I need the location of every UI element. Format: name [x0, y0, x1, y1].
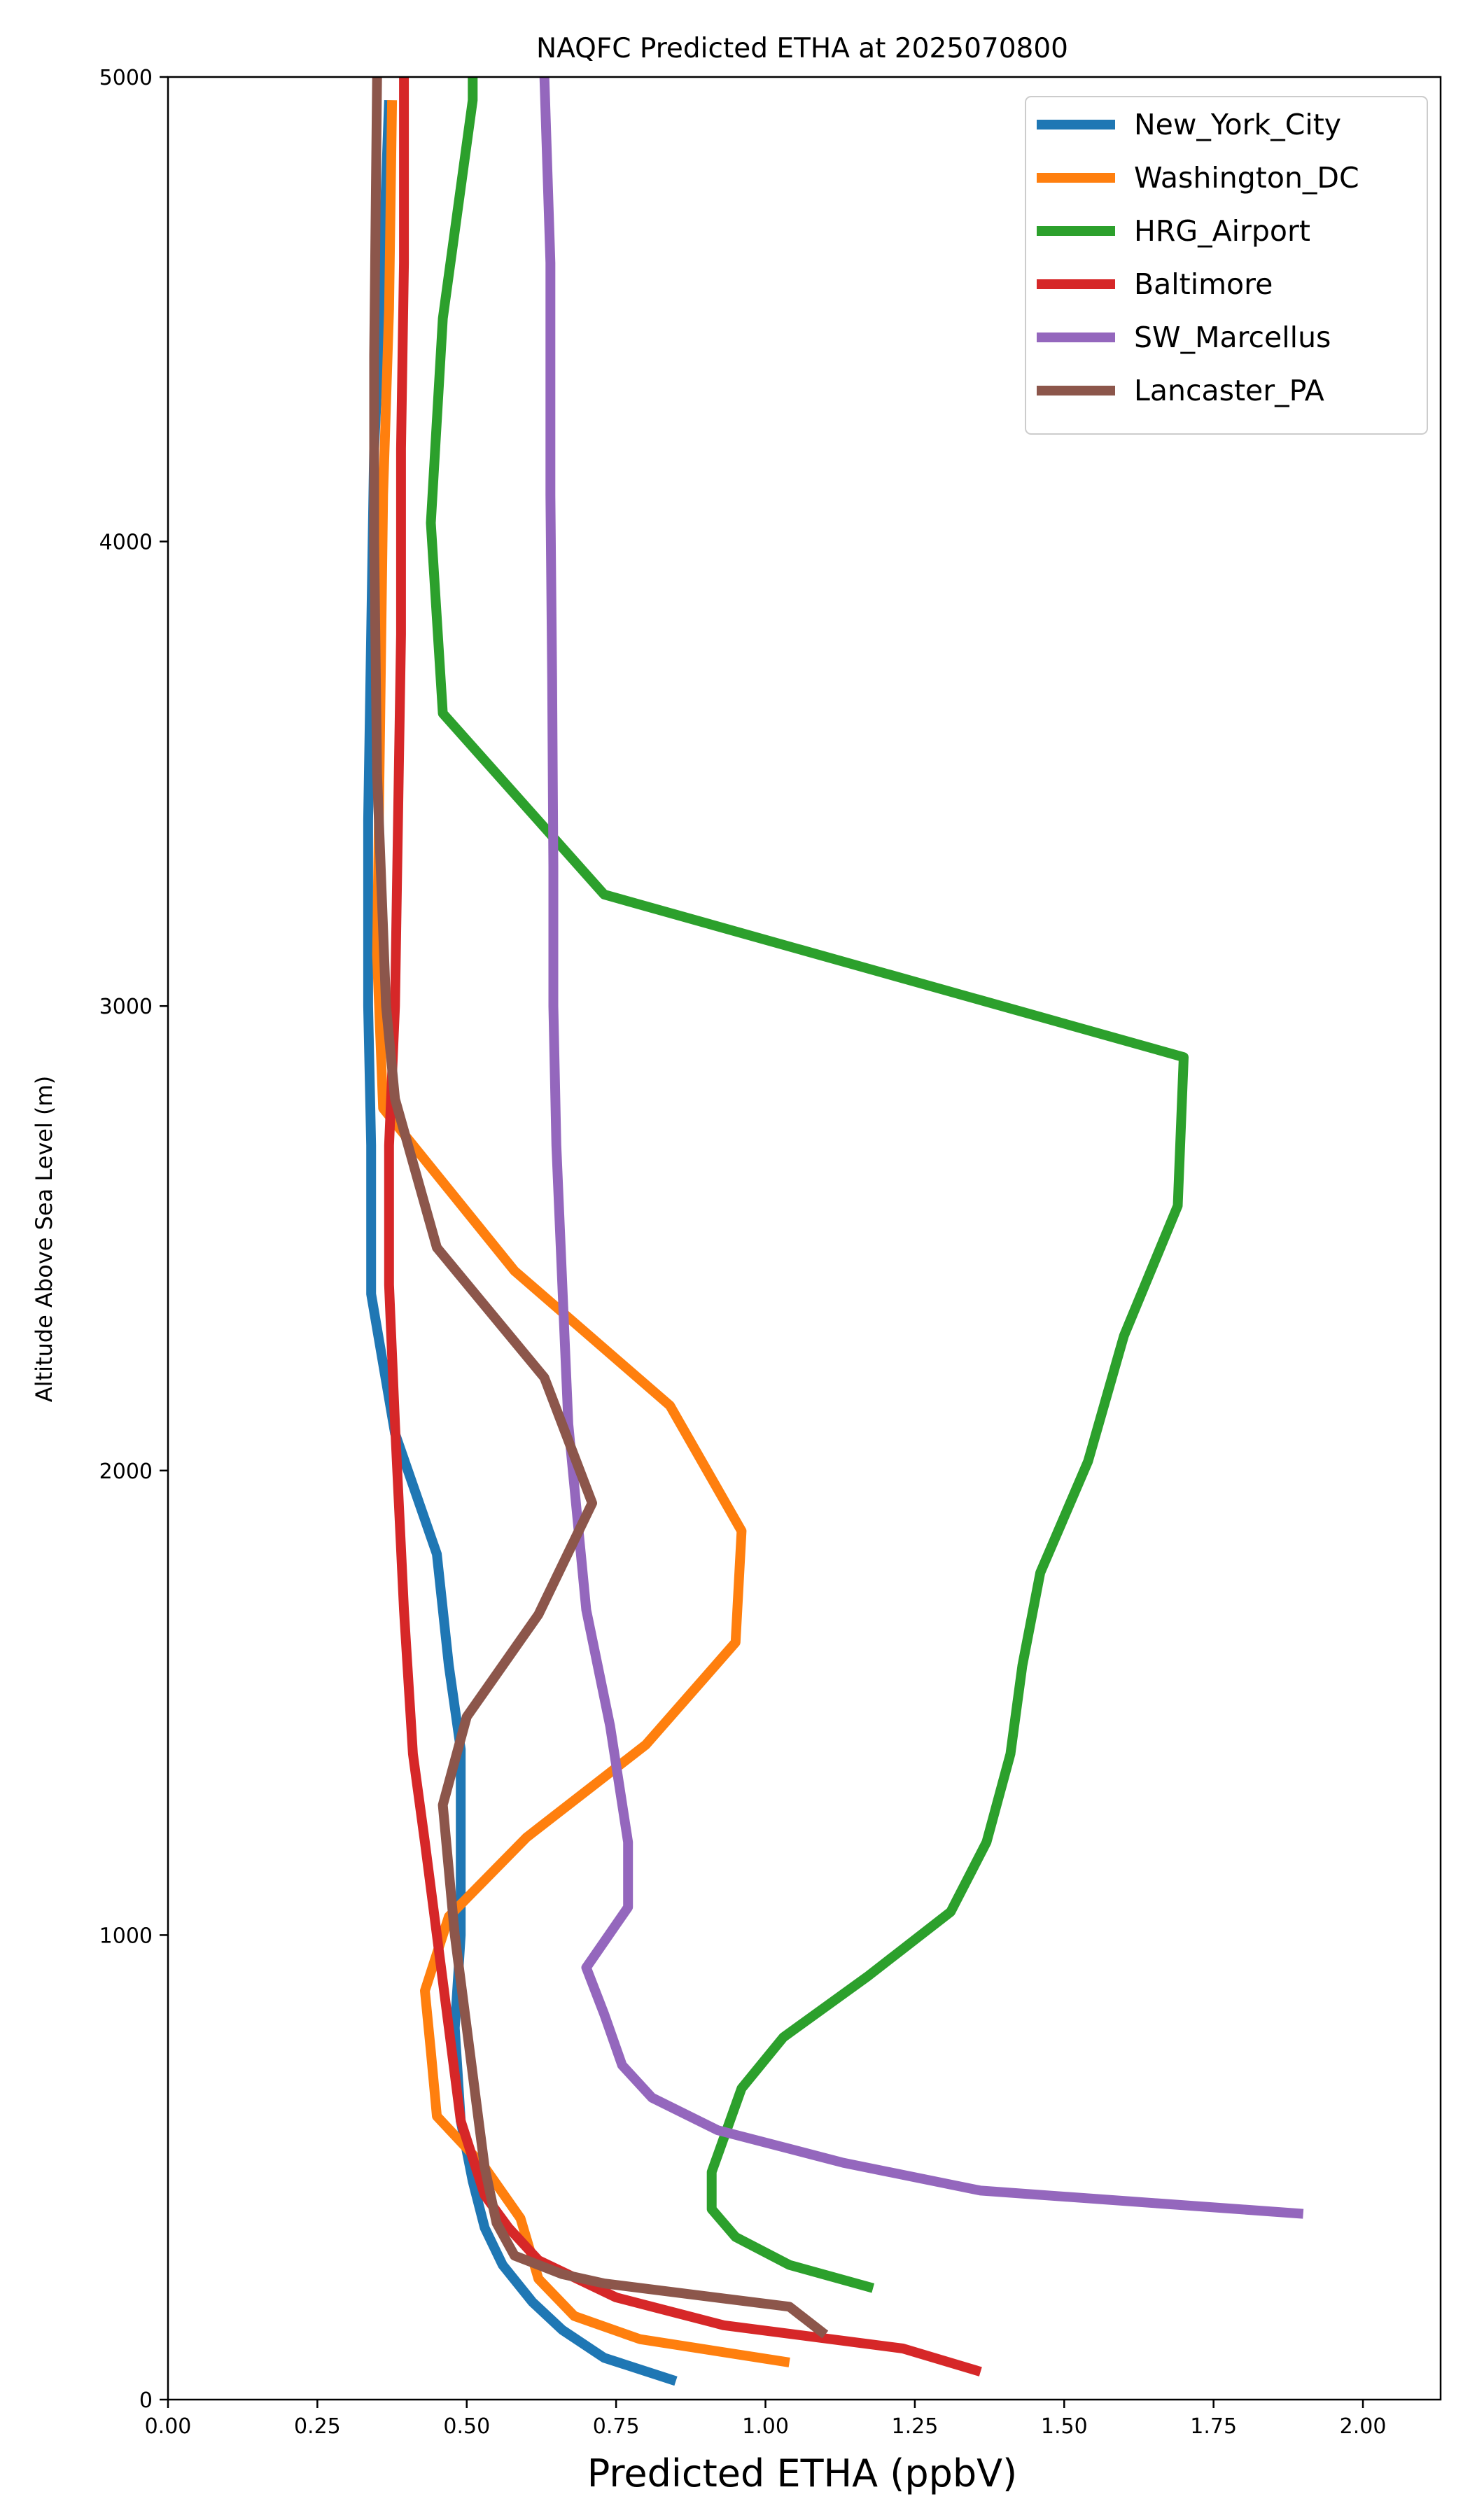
x-tick-label: 1.75 — [1190, 2414, 1237, 2439]
legend-label-HRG_Airport: HRG_Airport — [1134, 214, 1310, 248]
y-tick-label: 4000 — [99, 531, 153, 555]
legend-frame — [1025, 96, 1428, 435]
x-axis-label: Predicted ETHA (ppbV) — [587, 2451, 1017, 2496]
legend-label-Baltimore: Baltimore — [1134, 267, 1273, 301]
y-axis-label: Altitude Above Sea Level (m) — [31, 1076, 57, 1402]
x-tick-label: 0.25 — [294, 2414, 341, 2439]
chart-title: NAQFC Predicted ETHA at 2025070800 — [536, 33, 1068, 64]
series-line-HRG_Airport — [426, 77, 1189, 2293]
x-tick-label: 1.00 — [742, 2414, 789, 2439]
axes: 0.00 0.25 0.50 0.75 1.00 1.25 1.50 1.75 2.00 0 100… — [99, 66, 1442, 2439]
x-tick-label: 0.00 — [145, 2414, 192, 2439]
plot-series — [363, 77, 1304, 2386]
axes-frame — [167, 76, 1442, 2401]
x-tick-label: 1.25 — [892, 2414, 939, 2439]
legend-label-SW_Marcellus: SW_Marcellus — [1134, 321, 1331, 354]
legend-label-Lancaster_PA: Lancaster_PA — [1134, 374, 1324, 407]
y-tick-label: 5000 — [99, 66, 153, 90]
legend: New_York_City Washington_DC HRG_Airport Bal… — [1025, 96, 1428, 435]
series-line-Lancaster_PA — [369, 77, 829, 2339]
y-tick-label: 2000 — [99, 1460, 153, 1484]
x-tick-label: 0.50 — [443, 2414, 490, 2439]
x-tick-label: 0.75 — [593, 2414, 640, 2439]
y-tick-label: 3000 — [99, 995, 153, 1019]
y-tick-label: 0 — [139, 2388, 153, 2413]
y-tick-label: 1000 — [99, 1924, 153, 1948]
series-line-SW_Marcellus — [539, 77, 1304, 2219]
x-tick-label: 1.50 — [1041, 2414, 1088, 2439]
legend-label-Washington_DC: Washington_DC — [1134, 161, 1359, 195]
legend-label-New_York_City: New_York_City — [1134, 108, 1341, 141]
x-tick-label: 2.00 — [1340, 2414, 1387, 2439]
